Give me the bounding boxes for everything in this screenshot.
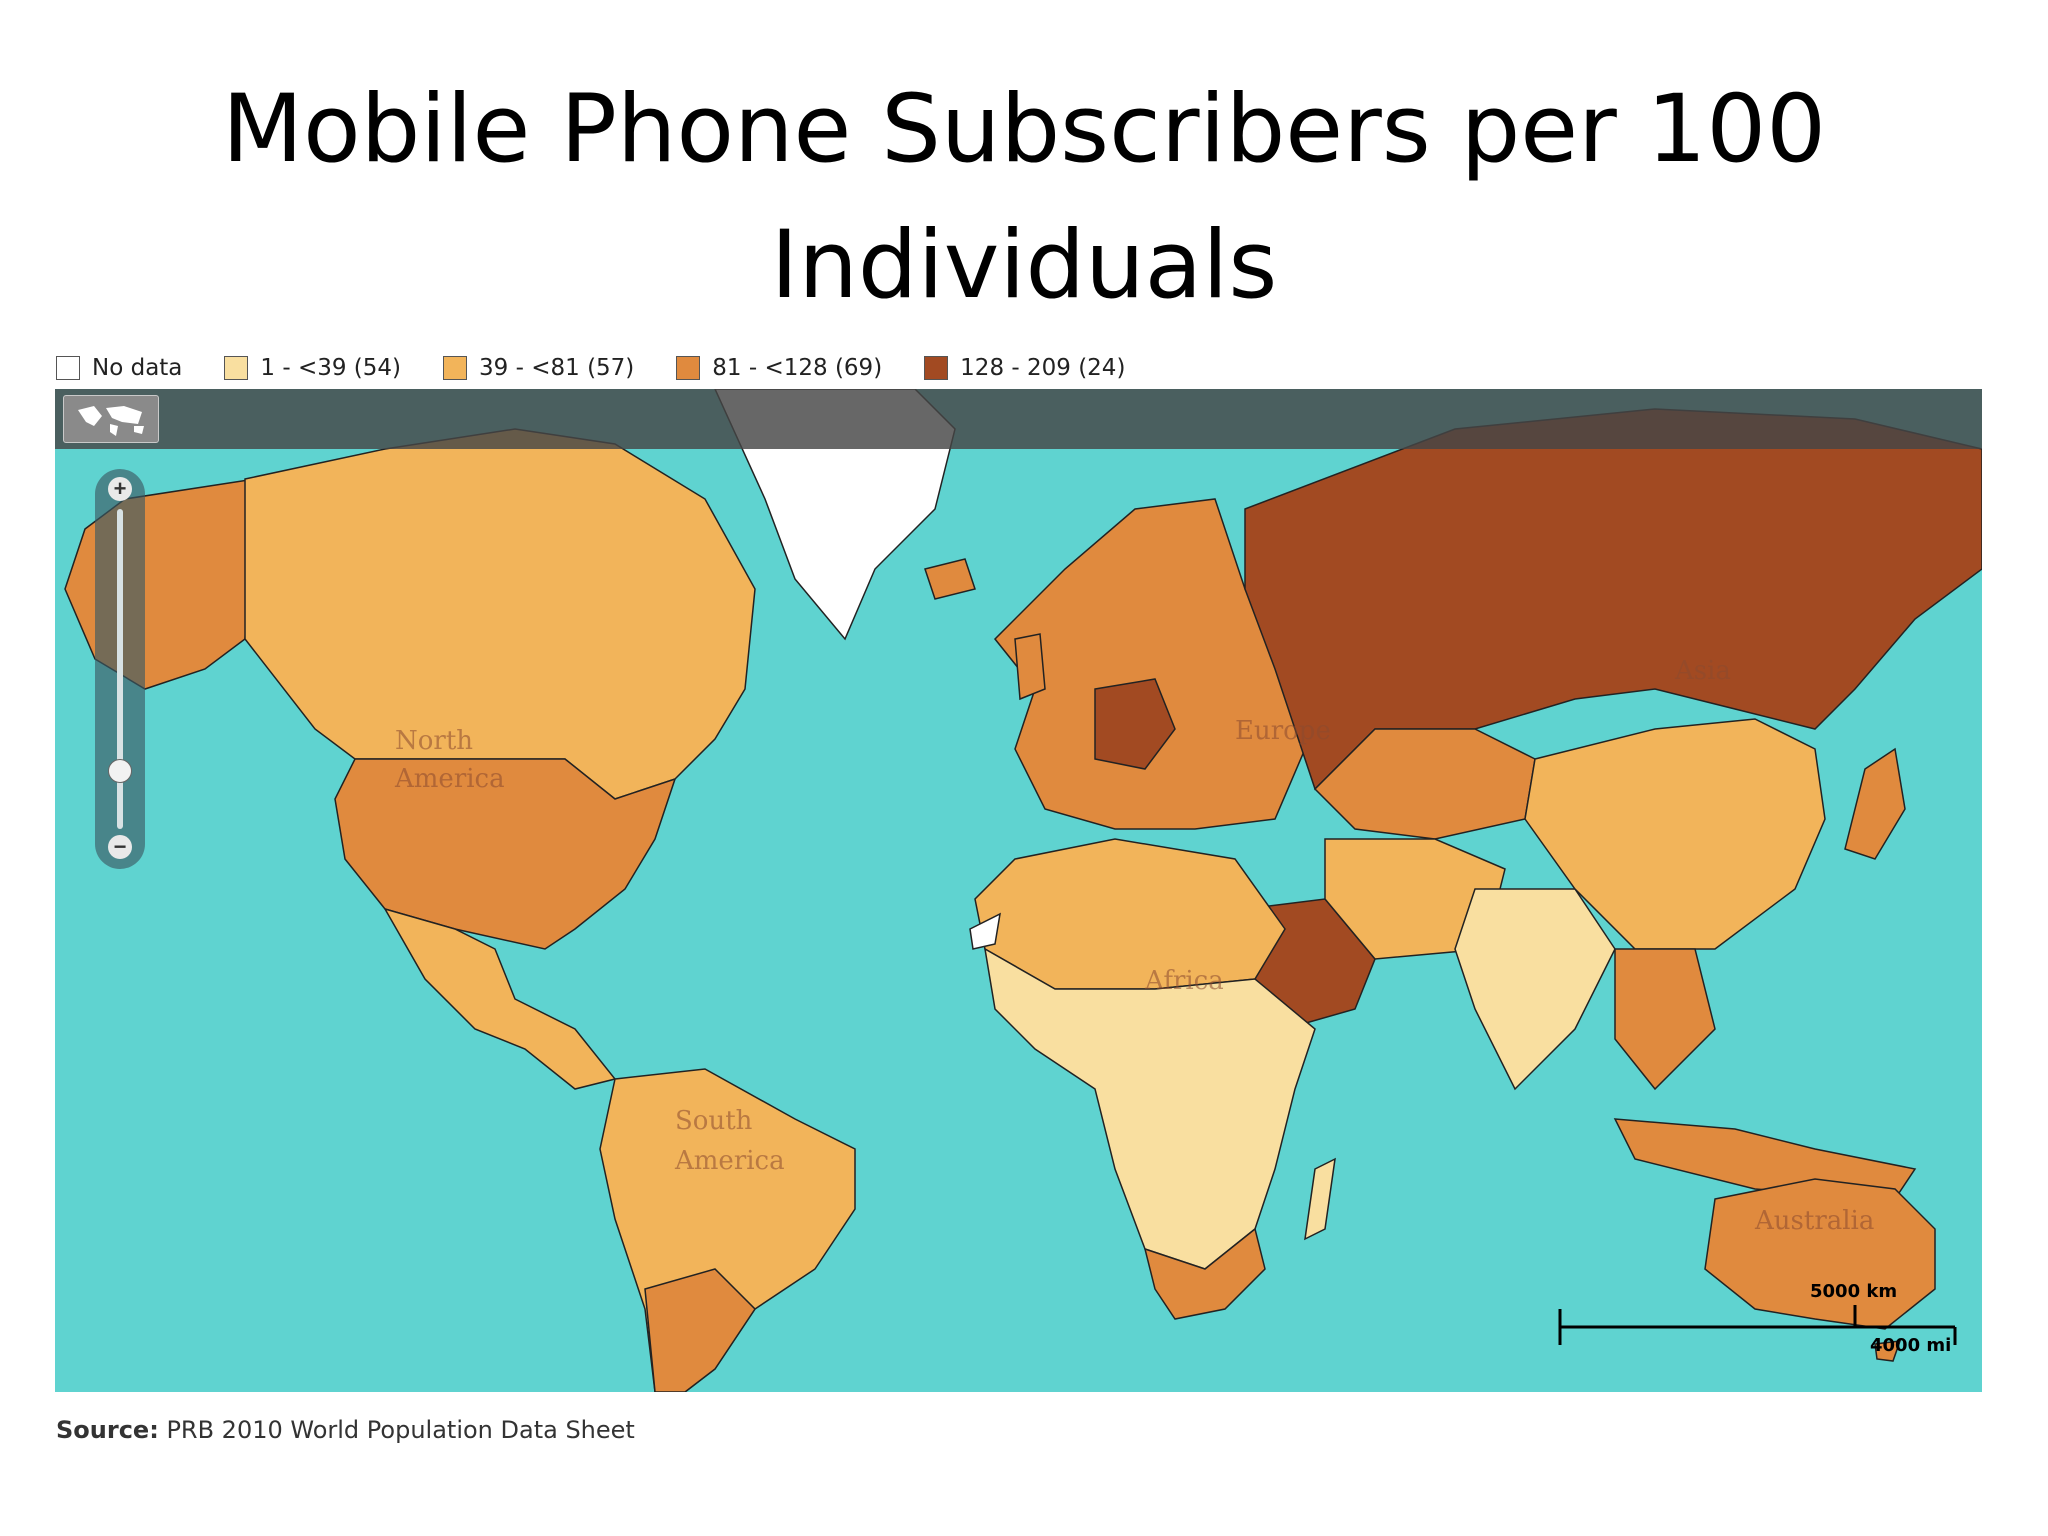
- continent-label: Asia: [1674, 656, 1731, 686]
- region-china-mongolia[interactable]: [1524, 718, 1826, 950]
- continent-label: Europe: [1235, 716, 1331, 746]
- continent-label: South: [675, 1106, 753, 1136]
- continent-label: America: [394, 764, 505, 794]
- zoom-in-button[interactable]: +: [108, 477, 132, 501]
- zoom-control: + −: [95, 469, 145, 869]
- region-india[interactable]: [1454, 888, 1616, 1091]
- world-map[interactable]: North America Europe Asia Africa South A…: [55, 389, 1982, 1392]
- legend-swatch: [443, 356, 468, 380]
- scale-bar-lines: [1558, 1305, 1957, 1345]
- scale-mi-label: 4000 mi: [1870, 1335, 1952, 1356]
- legend-label: 39 - <81 (57): [479, 355, 635, 381]
- legend-label: No data: [92, 355, 183, 381]
- zoom-slider-handle[interactable]: [108, 759, 132, 783]
- region-western-sahara: [969, 912, 1001, 950]
- continent-label: North: [395, 726, 473, 756]
- scale-bar: 5000 km 4000 mi: [1555, 1279, 1975, 1379]
- continent-label: Africa: [1144, 966, 1224, 996]
- legend-item-128-209: 128 - 209 (24): [924, 355, 1125, 381]
- source-note: Source: PRB 2010 World Population Data S…: [56, 1416, 635, 1444]
- region-australia[interactable]: [1704, 1178, 1936, 1330]
- continent-label: America: [674, 1146, 785, 1176]
- map-legend: No data 1 - <39 (54) 39 - <81 (57) 81 - …: [56, 351, 1167, 385]
- source-label: Source:: [56, 1416, 159, 1444]
- region-uk[interactable]: [1014, 633, 1046, 701]
- legend-swatch: [224, 356, 249, 380]
- region-europe[interactable]: [993, 498, 1306, 830]
- region-indonesia[interactable]: [1613, 1118, 1917, 1200]
- region-southern-africa[interactable]: [1143, 1227, 1266, 1320]
- region-tasmania[interactable]: [1874, 1340, 1902, 1362]
- region-madagascar[interactable]: [1304, 1157, 1336, 1241]
- legend-item-81-128: 81 - <128 (69): [676, 355, 882, 381]
- region-iceland[interactable]: [924, 558, 976, 600]
- zoom-slider-track[interactable]: [117, 509, 123, 829]
- scale-km-label: 5000 km: [1810, 1281, 1898, 1302]
- legend-label: 128 - 209 (24): [960, 355, 1126, 381]
- world-map-icon[interactable]: [63, 395, 159, 443]
- legend-label: 81 - <128 (69): [712, 355, 883, 381]
- source-text: PRB 2010 World Population Data Sheet: [166, 1416, 635, 1444]
- continent-label: Australia: [1754, 1206, 1874, 1236]
- zoom-out-button[interactable]: −: [108, 835, 132, 859]
- region-southeast-asia[interactable]: [1614, 948, 1716, 1091]
- legend-item-39-81: 39 - <81 (57): [443, 355, 634, 381]
- legend-swatch: [56, 356, 80, 380]
- legend-item-no-data: No data: [56, 355, 182, 381]
- region-japan[interactable]: [1844, 747, 1906, 860]
- slide-title: Mobile Phone Subscribers per 100 Individ…: [221, 75, 1827, 320]
- map-canvas[interactable]: North America Europe Asia Africa South A…: [55, 389, 1982, 1392]
- region-usa[interactable]: [334, 758, 677, 950]
- legend-swatch: [924, 356, 949, 380]
- legend-swatch: [676, 356, 701, 380]
- region-germany-central-europe[interactable]: [1094, 678, 1176, 770]
- region-argentina-chile[interactable]: [644, 1268, 756, 1392]
- legend-label: 1 - <39 (54): [260, 355, 402, 381]
- legend-item-1-39: 1 - <39 (54): [224, 355, 401, 381]
- map-toolbar: [55, 389, 1982, 449]
